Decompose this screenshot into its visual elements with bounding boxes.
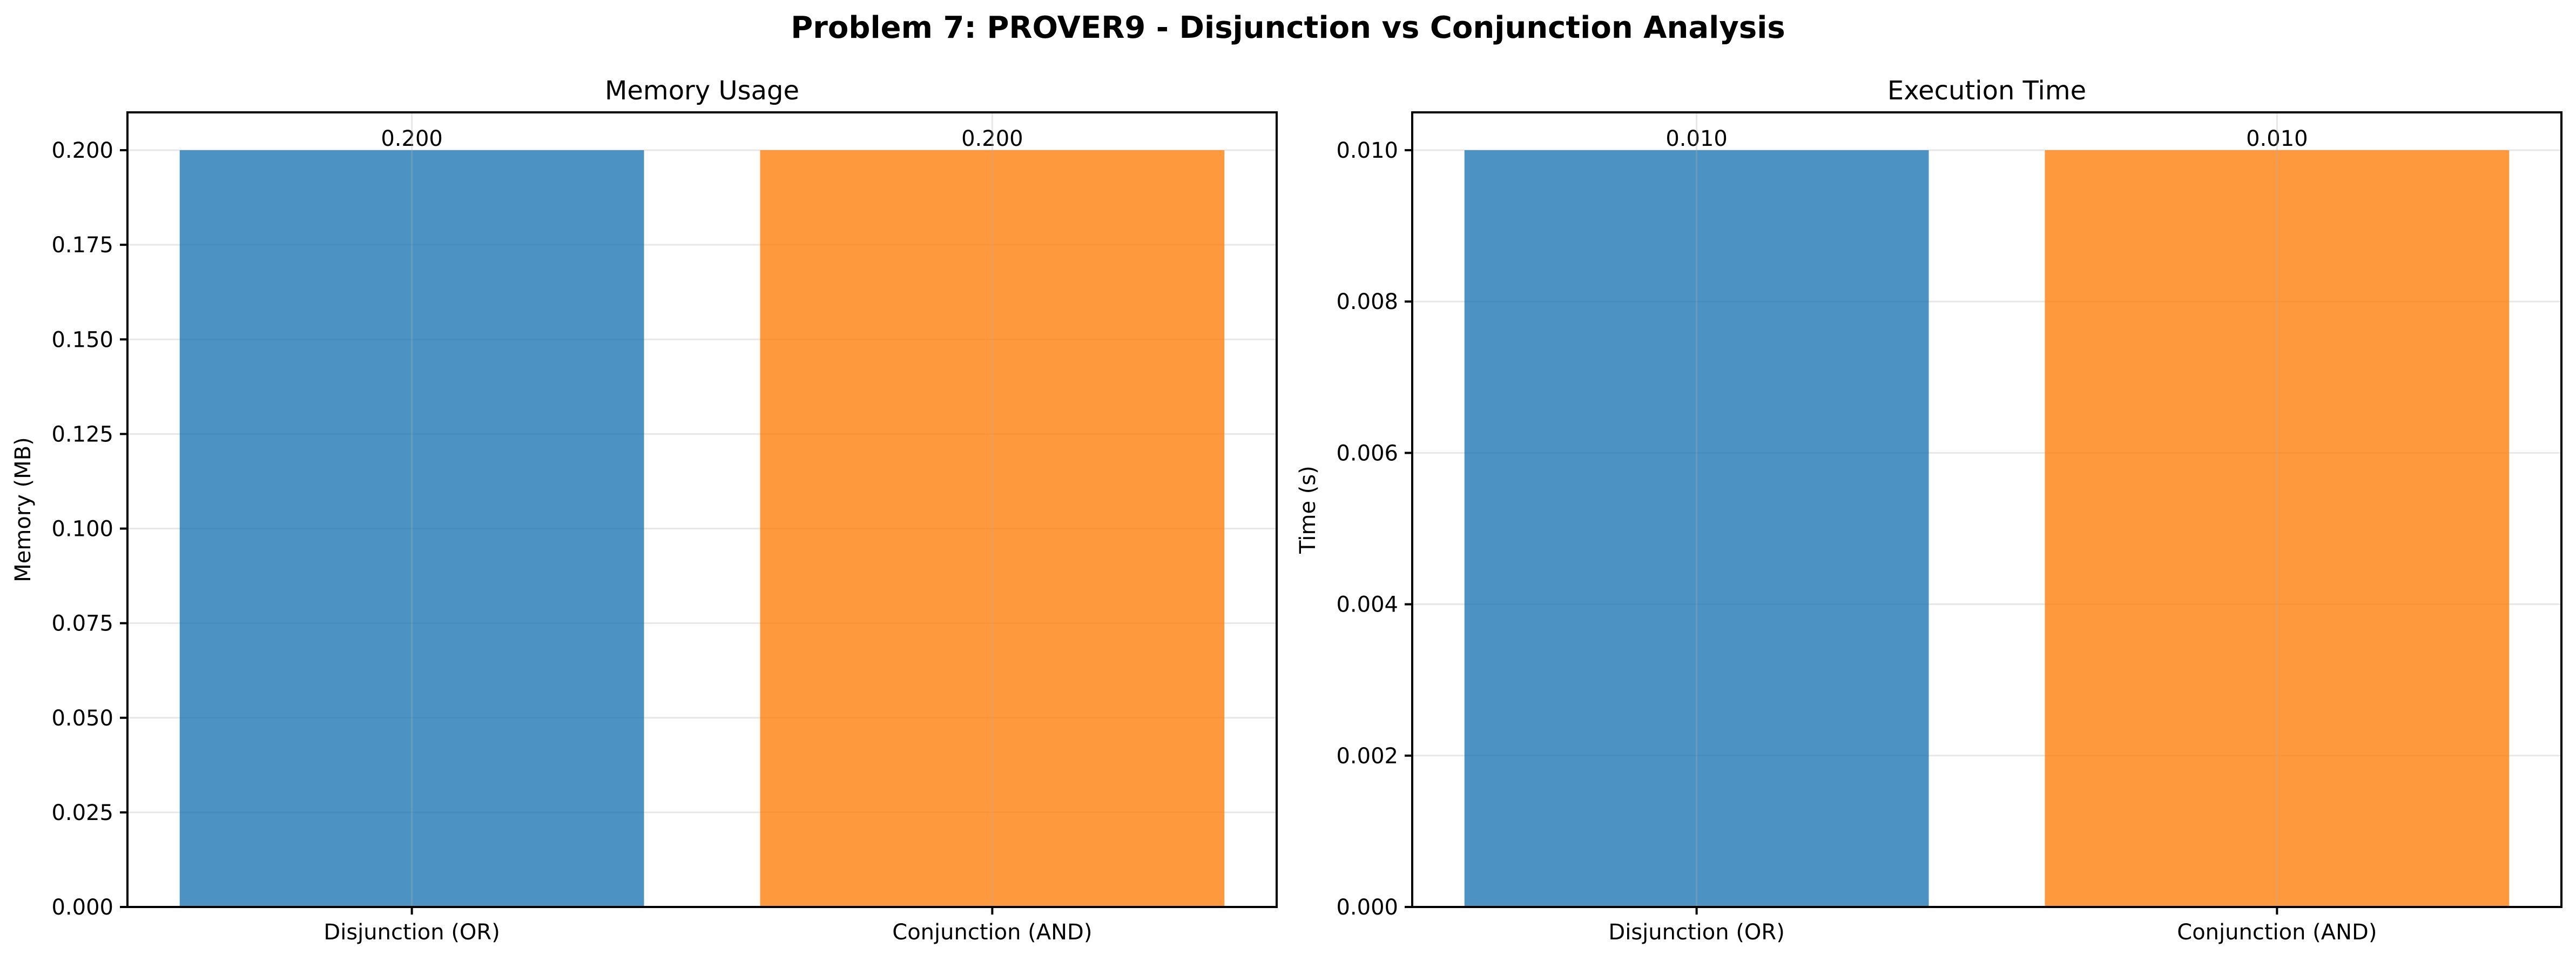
execution-time-bar-disjunction	[1464, 150, 1929, 907]
execution-time-title: Execution Time	[1887, 76, 2086, 106]
execution-time-xtick-label: Conjunction (AND)	[2177, 920, 2377, 945]
execution-time-axes-frame	[1411, 111, 2562, 908]
memory-usage-ytick-label: 0.000	[51, 895, 113, 920]
execution-time-ytick-label: 0.000	[1336, 895, 1398, 920]
memory-usage-title: Memory Usage	[605, 76, 799, 106]
execution-time-panel: 0.010 0.010 0.000 0.002 0.004 0.006 0.008 0.010…	[1296, 76, 2562, 945]
execution-time-ylabel: Time (s)	[1296, 466, 1320, 554]
memory-usage-ytick-label: 0.200	[51, 138, 113, 163]
execution-time-ytick-label: 0.002	[1336, 744, 1398, 769]
execution-time-data-label: 0.010	[1665, 126, 1728, 151]
memory-usage-panel: 0.200 0.200 0.000 0.025 0.050 0.075 0.100 0.125…	[11, 76, 1278, 945]
memory-usage-xtick-label: Conjunction (AND)	[892, 920, 1092, 945]
memory-usage-ytick-label: 0.100	[51, 517, 113, 542]
memory-usage-ytick-label: 0.150	[51, 327, 113, 352]
memory-usage-xtick-label: Disjunction (OR)	[323, 920, 500, 945]
memory-usage-data-label: 0.200	[961, 126, 1023, 151]
memory-usage-bar-disjunction	[179, 150, 644, 907]
execution-time-xtick-label: Disjunction (OR)	[1608, 920, 1784, 945]
execution-time-data-label: 0.010	[2246, 126, 2308, 151]
execution-time-ytick-label: 0.010	[1336, 138, 1398, 163]
memory-usage-bar-conjunction	[760, 150, 1225, 907]
memory-usage-ylabel: Memory (MB)	[11, 437, 36, 582]
execution-time-bar-conjunction	[2045, 150, 2510, 907]
execution-time-ytick-label: 0.006	[1336, 441, 1398, 466]
memory-usage-axes-frame	[126, 111, 1278, 908]
execution-time-ytick-label: 0.004	[1336, 593, 1398, 617]
figure-title: Problem 7: PROVER9 - Disjunction vs Conj…	[791, 10, 1785, 45]
memory-usage-ytick-label: 0.075	[51, 611, 113, 636]
execution-time-ytick-label: 0.008	[1336, 290, 1398, 314]
memory-usage-ytick-label: 0.125	[51, 422, 113, 447]
memory-usage-ytick-label: 0.025	[51, 801, 113, 825]
memory-usage-data-label: 0.200	[381, 126, 443, 151]
memory-usage-ytick-label: 0.175	[51, 233, 113, 258]
memory-usage-ytick-label: 0.050	[51, 706, 113, 731]
